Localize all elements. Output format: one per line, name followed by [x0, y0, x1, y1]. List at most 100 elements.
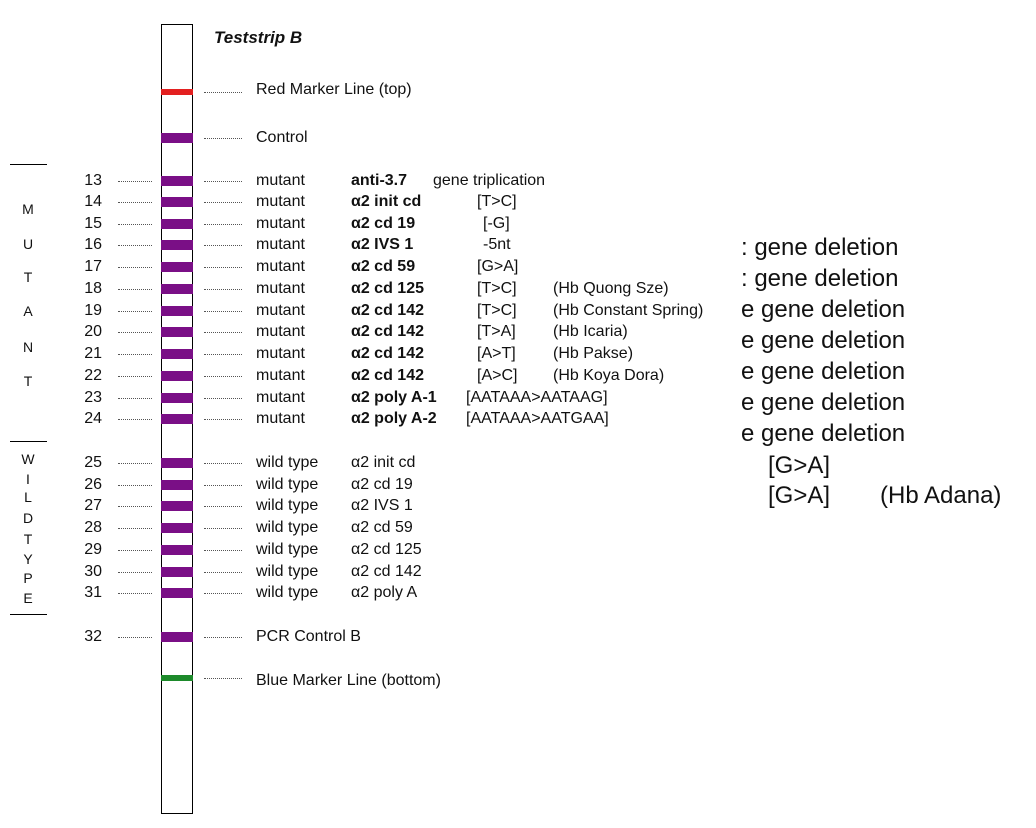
mutant-band [161, 197, 193, 207]
band-number: 16 [84, 236, 102, 253]
mutant-type: mutant [256, 258, 305, 275]
band-number: 29 [84, 541, 102, 558]
band-number: 32 [84, 628, 102, 645]
wildtype-side-letter: T [23, 531, 33, 547]
pcr-control-band [161, 632, 193, 642]
wildtype-side-letter: W [21, 451, 35, 467]
mutant-type: mutant [256, 323, 305, 340]
mutation-change: gene triplication [433, 172, 546, 189]
band-number: 17 [84, 258, 102, 275]
band-number: 23 [84, 389, 102, 406]
mutant-band [161, 240, 193, 250]
mutant-type: mutant [256, 389, 305, 406]
mutation-name: α2 IVS 1 [351, 236, 414, 253]
leader-dots [204, 267, 242, 268]
hemoglobin-variant: (Hb Koya Dora) [553, 367, 665, 384]
band-number: 19 [84, 302, 102, 319]
leader-dots [118, 376, 152, 377]
leader-dots [204, 572, 242, 573]
mutant-side-letter: T [23, 269, 33, 285]
wildtype-band [161, 501, 193, 511]
leader-dots [118, 245, 152, 246]
band-number: 21 [84, 345, 102, 362]
band-number: 22 [84, 367, 102, 384]
leader-dots [204, 224, 242, 225]
mutant-band [161, 306, 193, 316]
leader-dots [204, 419, 242, 420]
mutant-bracket-bottom [10, 441, 47, 442]
wildtype-name: α2 cd 142 [351, 563, 422, 580]
mutation-name: α2 cd 142 [351, 323, 424, 340]
band-number: 30 [84, 563, 102, 580]
red-marker-band [161, 89, 193, 95]
leader-dots [118, 572, 152, 573]
leader-dots [118, 528, 152, 529]
mutant-band [161, 371, 193, 381]
band-number: 20 [84, 323, 102, 340]
hemoglobin-variant: (Hb Constant Spring) [553, 302, 704, 319]
wildtype-band [161, 458, 193, 468]
mutation-name: α2 cd 142 [351, 302, 424, 319]
leader-dots [204, 311, 242, 312]
mutant-band [161, 176, 193, 186]
leader-dots [204, 678, 242, 679]
mutant-type: mutant [256, 215, 305, 232]
marker-bottom-label: Blue Marker Line (bottom) [256, 672, 441, 689]
wildtype-name: α2 poly A [351, 584, 418, 601]
leader-dots [118, 289, 152, 290]
mutation-change: -5nt [483, 236, 511, 253]
mutant-side-letter: N [22, 339, 34, 355]
mutant-type: mutant [256, 280, 305, 297]
wildtype-band [161, 545, 193, 555]
leader-dots [204, 637, 242, 638]
leader-dots [204, 354, 242, 355]
wildtype-band [161, 523, 193, 533]
band-number: 24 [84, 410, 102, 427]
mutant-band [161, 349, 193, 359]
wildtype-name: α2 cd 59 [351, 519, 413, 536]
mutation-change: [T>C] [477, 193, 517, 210]
wildtype-band [161, 588, 193, 598]
wildtype-type: wild type [256, 563, 319, 580]
wildtype-band [161, 567, 193, 577]
mutation-change: [G>A] [477, 258, 519, 275]
wildtype-side-letter: D [22, 510, 34, 526]
leader-dots [118, 181, 152, 182]
mutant-side-letter: M [22, 201, 34, 217]
mutant-side-letter: T [23, 373, 33, 389]
leader-dots [204, 485, 242, 486]
leader-dots [204, 376, 242, 377]
leader-dots [118, 593, 152, 594]
band-number: 25 [84, 454, 102, 471]
leader-dots [118, 398, 152, 399]
wildtype-bracket-bottom [10, 614, 47, 615]
mutant-type: mutant [256, 172, 305, 189]
wildtype-name: α2 init cd [351, 454, 416, 471]
wildtype-type: wild type [256, 541, 319, 558]
mutation-name: α2 poly A-1 [351, 389, 437, 406]
gene-deletion-text: : gene deletion [741, 265, 899, 292]
leader-dots [204, 528, 242, 529]
band-number: 26 [84, 476, 102, 493]
band-number: 18 [84, 280, 102, 297]
mutant-type: mutant [256, 193, 305, 210]
mutation-name: α2 cd 142 [351, 345, 424, 362]
control-label: Control [256, 129, 308, 146]
wildtype-name: α2 cd 125 [351, 541, 422, 558]
overflow-hb-variant: (Hb Adana) [880, 482, 1002, 509]
wildtype-type: wild type [256, 497, 319, 514]
leader-dots [204, 181, 242, 182]
leader-dots [118, 419, 152, 420]
mutant-band [161, 414, 193, 424]
band-number: 31 [84, 584, 102, 601]
leader-dots [204, 398, 242, 399]
blue-marker-band [161, 675, 193, 681]
leader-dots [118, 637, 152, 638]
leader-dots [204, 332, 242, 333]
mutant-side-letter: A [23, 303, 33, 319]
mutant-type: mutant [256, 302, 305, 319]
band-number: 15 [84, 215, 102, 232]
mutation-name: α2 cd 142 [351, 367, 424, 384]
mutation-change: [AATAAA>AATAAG] [466, 389, 608, 406]
band-number: 14 [84, 193, 102, 210]
